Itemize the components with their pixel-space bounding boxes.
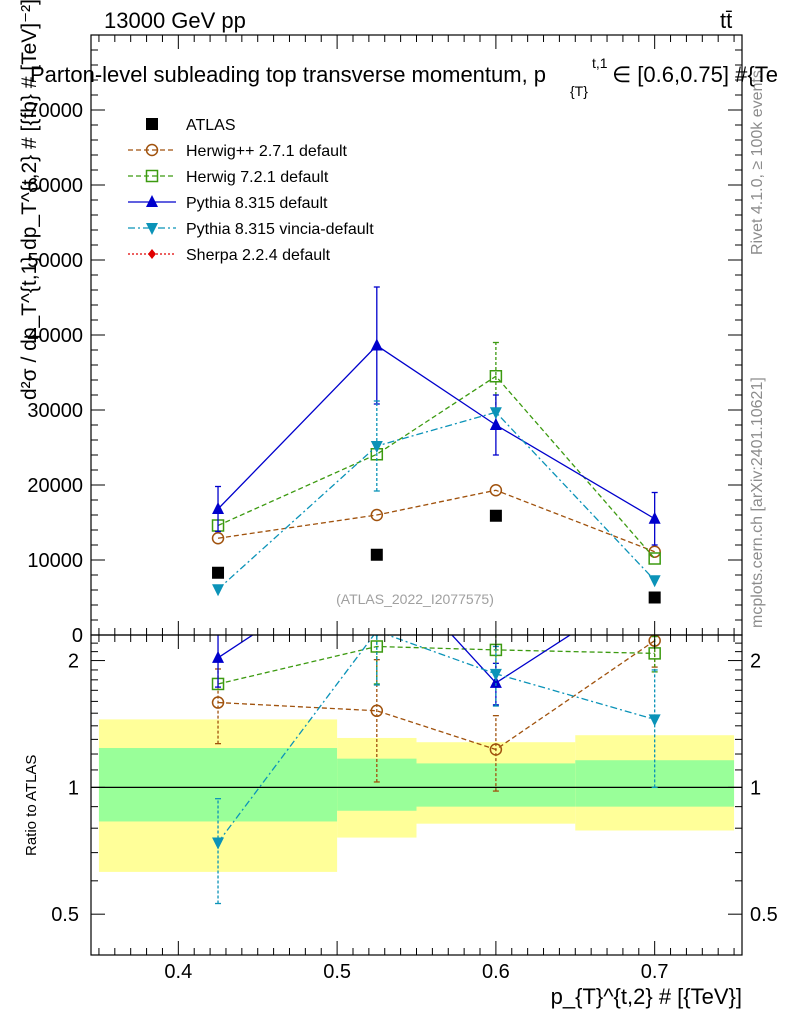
- series-line: [217, 411, 656, 590]
- data-point: [370, 338, 383, 351]
- legend: ATLAS Herwig++ 2.7.1 default Herwig 7.2.1 …: [128, 117, 374, 264]
- ratio-point: [370, 704, 384, 718]
- data-point: [211, 532, 225, 545]
- legend-item: Pythia 8.315 default: [128, 195, 328, 212]
- ratio-y-tick-label-right: 2: [750, 651, 761, 673]
- y-tick-label: 70000: [27, 100, 83, 122]
- main-ylabel: d²σ / dp_T^{t,1} dp_T^{t,2} # [{fb} # [T…: [18, 0, 41, 400]
- ratio-series-group: [211, 635, 661, 905]
- data-point: [489, 484, 503, 497]
- ratio-y-tick-label-right: 1: [750, 777, 761, 799]
- process-label: tt̄: [720, 8, 732, 33]
- data-point: [489, 418, 502, 430]
- ratio-point: [211, 696, 225, 709]
- chart-title-rest: ∈ [0.6,0.75] #{Te: [612, 62, 778, 87]
- ratio-point: [648, 714, 661, 727]
- ratio-y-tick-label: 2: [68, 651, 79, 673]
- ratio-curves: [211, 635, 661, 905]
- legend-marker: [146, 223, 158, 235]
- legend-label: Pythia 8.315 vincia-default: [186, 221, 374, 238]
- legend-marker: [146, 195, 158, 207]
- y-tick-label: 0: [72, 625, 83, 647]
- ratio-point: [489, 675, 502, 688]
- ratio-point: [375, 635, 379, 639]
- energy-label: 13000 GeV pp: [104, 8, 246, 33]
- ratio-panel: 0.5 0.5 1 1 2 2 0.4 0.5 0.6 0.7 Ratio to ATLAS p_…: [23, 634, 778, 1009]
- ratio-point: [370, 640, 384, 653]
- y-tick-label: 20000: [27, 475, 83, 497]
- legend-label: Pythia 8.315 default: [186, 195, 328, 212]
- series-line: [217, 344, 656, 520]
- ratio-series-line: [217, 635, 572, 684]
- ratio-point: [489, 668, 502, 681]
- series-line: [217, 489, 655, 553]
- mcplots-label: mcplots.cern.ch [arXiv:2401.10621]: [749, 377, 766, 628]
- data-point: [648, 511, 661, 524]
- y-tick-label: 30000: [27, 400, 83, 422]
- legend-item: Sherpa 2.2.4 default: [128, 247, 331, 264]
- data-point: [489, 370, 503, 383]
- uncertainty-band-green: [98, 748, 338, 822]
- data-point: [648, 545, 661, 558]
- y-tick-label: 40000: [27, 325, 83, 347]
- legend-label: ATLAS: [186, 117, 236, 134]
- data-point: [489, 509, 502, 522]
- y-tick-label: 10000: [27, 550, 83, 572]
- data-point: [370, 548, 383, 561]
- data-point: [648, 591, 661, 604]
- legend-label: Herwig 7.2.1 default: [186, 169, 329, 186]
- uncertainty-band-green: [337, 758, 417, 811]
- ratio-y-tick-label: 1: [68, 777, 79, 799]
- uncertainty-band-green: [575, 760, 735, 807]
- rivet-label: Rivet 4.1.0, ≥ 100k events: [749, 70, 766, 255]
- y-tick-label: 60000: [27, 175, 83, 197]
- main-panel: 0 10000 20000 30000 40000 50000 60000 70000 (AT…: [18, 0, 778, 647]
- ratio-y-tick-label-right: 0.5: [750, 904, 778, 926]
- legend-item: Herwig 7.2.1 default: [128, 169, 329, 186]
- watermark: (ATLAS_2022_I2077575): [336, 591, 494, 607]
- legend-item: ATLAS: [146, 117, 236, 134]
- data-point: [212, 584, 225, 597]
- legend-label: Herwig++ 2.7.1 default: [186, 143, 348, 160]
- x-tick-label: 0.7: [641, 961, 669, 983]
- ratio-point: [212, 837, 225, 850]
- legend-marker: [146, 118, 158, 130]
- data-point: [212, 566, 225, 579]
- ratio-series-line: [217, 640, 656, 751]
- main-series-group: [211, 286, 661, 604]
- x-tick-label: 0.4: [164, 961, 192, 983]
- y-tick-label: 50000: [27, 250, 83, 272]
- chart-title-sup: t,1: [592, 55, 608, 71]
- ratio-point: [489, 743, 503, 756]
- chart-title-sub: {T}: [570, 83, 588, 99]
- ratio-series-line: [217, 645, 655, 685]
- legend-item: Herwig++ 2.7.1 default: [128, 143, 348, 160]
- ratio-point: [212, 650, 225, 663]
- series-line: [217, 375, 656, 559]
- ratio-ylabel: Ratio to ATLAS: [23, 755, 40, 856]
- legend-marker: [145, 143, 159, 157]
- data-point: [648, 552, 661, 565]
- main-axes: 0 10000 20000 30000 40000 50000 60000 70000: [27, 34, 743, 647]
- data-point: [370, 441, 383, 453]
- chart-title: Parton-level subleading top transverse m…: [30, 62, 546, 87]
- data-point: [648, 575, 661, 588]
- data-point: [370, 508, 384, 522]
- ratio-y-tick-label: 0.5: [51, 904, 79, 926]
- main-curves: [211, 286, 661, 604]
- legend-label: Sherpa 2.2.4 default: [186, 247, 331, 264]
- data-point: [212, 502, 225, 514]
- legend-item: Pythia 8.315 vincia-default: [128, 221, 374, 238]
- ratio-bands: [91, 719, 742, 872]
- x-axis-label: p_{T}^{t,2} # [{TeV}]: [551, 984, 742, 1009]
- x-tick-label: 0.5: [323, 961, 351, 983]
- legend-marker: [145, 169, 159, 183]
- data-point: [489, 407, 502, 420]
- legend-marker: [148, 249, 156, 259]
- x-tick-label: 0.6: [482, 961, 510, 983]
- ratio-axes: 0.5 0.5 1 1 2 2 0.4 0.5 0.6 0.7: [51, 634, 778, 983]
